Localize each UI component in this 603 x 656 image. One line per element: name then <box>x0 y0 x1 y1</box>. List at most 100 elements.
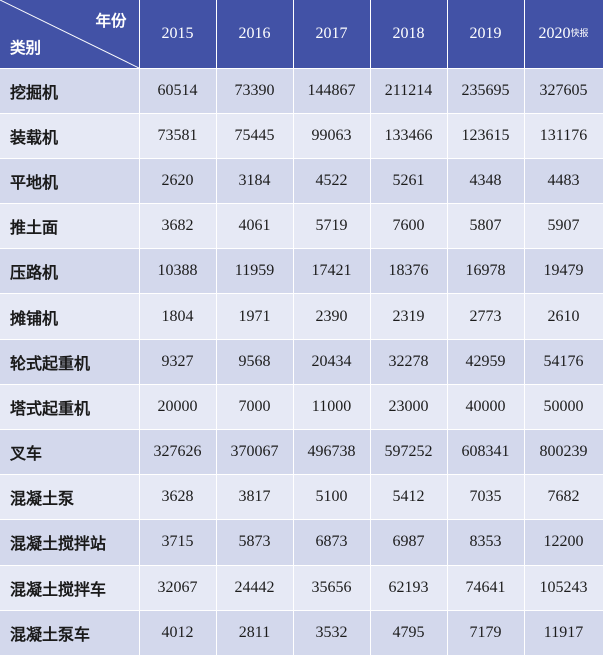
table-row: 压路机 10388 11959 17421 18376 16978 19479 <box>0 248 603 295</box>
year-header-cell: 2017 <box>293 0 371 69</box>
value-cell: 105243 <box>524 565 603 611</box>
value-cell: 19479 <box>524 248 603 295</box>
category-cell: 混凝土泵 <box>0 474 140 521</box>
value-cell: 7035 <box>447 474 525 521</box>
value-cell: 20000 <box>139 384 217 431</box>
value-cell: 496738 <box>293 429 371 476</box>
category-cell: 混凝土搅拌站 <box>0 519 140 566</box>
value-cell: 370067 <box>216 429 294 476</box>
value-cell: 4061 <box>216 203 294 250</box>
value-cell: 7682 <box>524 474 603 521</box>
value-cell: 16978 <box>447 248 525 295</box>
value-cell: 235695 <box>447 68 525 114</box>
value-cell: 50000 <box>524 384 603 431</box>
value-cell: 5907 <box>524 203 603 250</box>
year-header-cell: 2015 <box>139 0 217 69</box>
value-cell: 99063 <box>293 113 371 159</box>
table-row: 推土面 3682 4061 5719 7600 5807 5907 <box>0 203 603 250</box>
value-cell: 40000 <box>447 384 525 431</box>
year-label: 2018 <box>392 24 425 42</box>
value-cell: 54176 <box>524 339 603 385</box>
table-row: 平地机 2620 3184 4522 5261 4348 4483 <box>0 158 603 205</box>
table-row: 塔式起重机 20000 7000 11000 23000 40000 50000 <box>0 384 603 431</box>
value-cell: 35656 <box>293 565 371 611</box>
year-header-cell: 2019 <box>447 0 525 69</box>
year-header-cell: 2016 <box>216 0 294 69</box>
value-cell: 11959 <box>216 248 294 295</box>
table-row: 轮式起重机 9327 9568 20434 32278 42959 54176 <box>0 339 603 385</box>
value-cell: 800239 <box>524 429 603 476</box>
value-cell: 10388 <box>139 248 217 295</box>
category-cell: 装载机 <box>0 113 140 159</box>
diagonal-divider-line <box>0 0 138 67</box>
value-cell: 3817 <box>216 474 294 521</box>
value-cell: 327605 <box>524 68 603 114</box>
value-cell: 1971 <box>216 293 294 340</box>
value-cell: 12200 <box>524 519 603 566</box>
value-cell: 3715 <box>139 519 217 566</box>
value-cell: 62193 <box>370 565 448 611</box>
value-cell: 4483 <box>524 158 603 205</box>
value-cell: 73390 <box>216 68 294 114</box>
value-cell: 2620 <box>139 158 217 205</box>
value-cell: 7000 <box>216 384 294 431</box>
table-row: 混凝土搅拌车 32067 24442 35656 62193 74641 105243 <box>0 565 603 611</box>
value-cell: 11000 <box>293 384 371 431</box>
year-label: 2019 <box>469 24 502 42</box>
value-cell: 3532 <box>293 610 371 656</box>
value-cell: 2811 <box>216 610 294 656</box>
value-cell: 4348 <box>447 158 525 205</box>
table-row: 混凝土搅拌站 3715 5873 6873 6987 8353 12200 <box>0 519 603 566</box>
value-cell: 8353 <box>447 519 525 566</box>
corner-header-cell: 年份 类别 <box>0 0 140 69</box>
value-cell: 9568 <box>216 339 294 385</box>
value-cell: 5873 <box>216 519 294 566</box>
year-label: 2017 <box>315 24 348 42</box>
value-cell: 144867 <box>293 68 371 114</box>
year-header-cell: 2018 <box>370 0 448 69</box>
category-cell: 塔式起重机 <box>0 384 140 431</box>
value-cell: 2610 <box>524 293 603 340</box>
value-cell: 5807 <box>447 203 525 250</box>
value-cell: 1804 <box>139 293 217 340</box>
value-cell: 5100 <box>293 474 371 521</box>
value-cell: 3184 <box>216 158 294 205</box>
table-row: 混凝土泵车 4012 2811 3532 4795 7179 11917 <box>0 610 603 656</box>
value-cell: 7179 <box>447 610 525 656</box>
value-cell: 608341 <box>447 429 525 476</box>
corner-year-label: 年份 <box>95 12 127 30</box>
category-cell: 摊铺机 <box>0 293 140 340</box>
category-cell: 混凝土泵车 <box>0 610 140 656</box>
category-cell: 平地机 <box>0 158 140 205</box>
value-cell: 211214 <box>370 68 448 114</box>
value-cell: 32278 <box>370 339 448 385</box>
value-cell: 73581 <box>139 113 217 159</box>
value-cell: 4795 <box>370 610 448 656</box>
value-cell: 5412 <box>370 474 448 521</box>
table-row: 混凝土泵 3628 3817 5100 5412 7035 7682 <box>0 474 603 521</box>
value-cell: 17421 <box>293 248 371 295</box>
value-cell: 75445 <box>216 113 294 159</box>
category-cell: 压路机 <box>0 248 140 295</box>
value-cell: 11917 <box>524 610 603 656</box>
value-cell: 6987 <box>370 519 448 566</box>
value-cell: 327626 <box>139 429 217 476</box>
value-cell: 133466 <box>370 113 448 159</box>
value-cell: 3628 <box>139 474 217 521</box>
table-row: 摊铺机 1804 1971 2390 2319 2773 2610 <box>0 293 603 340</box>
table-row: 叉车 327626 370067 496738 597252 608341 800239 <box>0 429 603 476</box>
preliminary-note: 快报 <box>570 28 589 39</box>
year-label: 2020 <box>538 24 571 42</box>
corner-category-label: 类别 <box>10 38 42 57</box>
year-label: 2016 <box>238 24 271 42</box>
value-cell: 2390 <box>293 293 371 340</box>
value-cell: 24442 <box>216 565 294 611</box>
value-cell: 6873 <box>293 519 371 566</box>
value-cell: 32067 <box>139 565 217 611</box>
category-cell: 推土面 <box>0 203 140 250</box>
year-label: 2015 <box>161 24 194 42</box>
table-row: 装载机 73581 75445 99063 133466 123615 131176 <box>0 113 603 159</box>
value-cell: 9327 <box>139 339 217 385</box>
category-cell: 混凝土搅拌车 <box>0 565 140 611</box>
